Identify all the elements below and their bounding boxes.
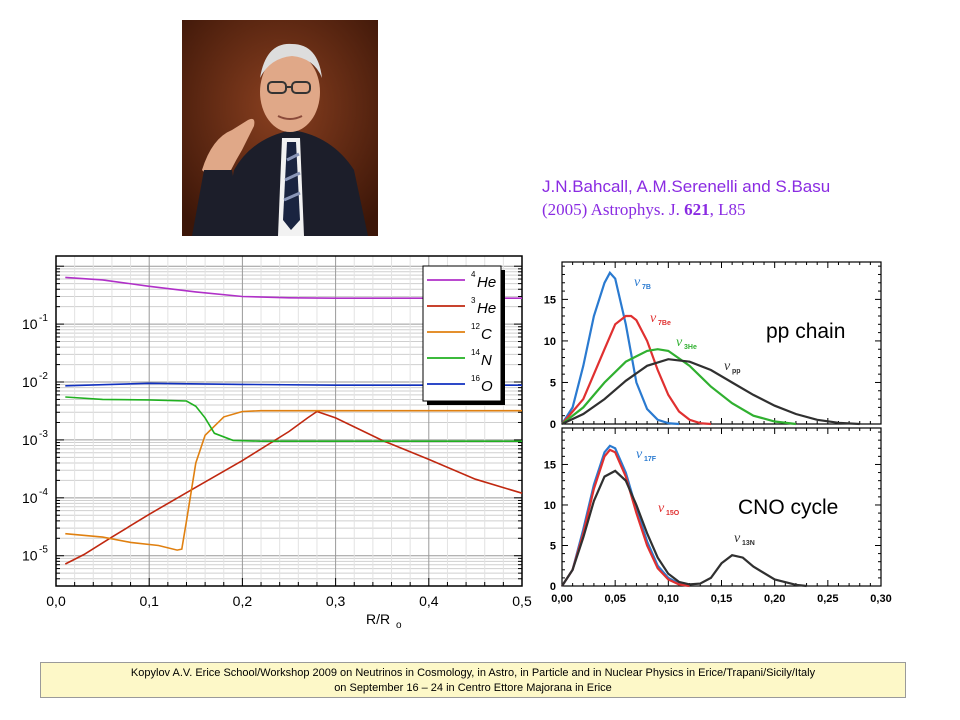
footer-banner: Kopylov A.V. Erice School/Workshop 2009 …: [40, 662, 906, 698]
cno-x-tick-label: 0,00: [551, 593, 572, 605]
pp-series-line: [561, 348, 797, 426]
legend-box: [422, 265, 502, 402]
abundance-plot-frame: [55, 255, 523, 587]
reference-authors: J.N.Bahcall, A.M.Serenelli and S.Basu: [542, 177, 831, 196]
abundance-series-line: [65, 396, 522, 442]
legend-element-label: C: [481, 326, 492, 343]
cno-x-tick-label: 0,10: [658, 593, 679, 605]
portrait-illustration: [182, 20, 378, 236]
cno-x-tick-label: 0,30: [870, 593, 891, 605]
pp-title: pp chain: [766, 320, 845, 343]
legend-mass-number: 4: [471, 270, 476, 279]
footer-line-2: on September 16 – 24 in Centro Ettore Ma…: [334, 682, 612, 694]
cno-x-tick-label: 0,25: [817, 593, 838, 605]
abundance-y-tick-base: 10: [22, 374, 38, 390]
cno-x-tick-label: 0,05: [604, 593, 625, 605]
cno-series-line: [561, 448, 690, 588]
pp-series-label-subscript: 7B: [642, 284, 651, 291]
pp-series-label: ν: [676, 335, 683, 350]
legend-mass-number: 12: [471, 322, 480, 331]
cno-series-label: ν: [636, 447, 643, 462]
abundance-x-tick-label: 0,1: [139, 593, 159, 609]
abundance-y-tick-base: 10: [22, 432, 38, 448]
reference-suffix: , L85: [709, 200, 746, 219]
reference-citation: J.N.Bahcall, A.M.Serenelli and S.Basu (2…: [542, 176, 942, 222]
legend-mass-number: 3: [471, 296, 476, 305]
legend-element-label: He: [477, 300, 496, 317]
pp-series-label-subscript: pp: [732, 368, 741, 375]
reference-journal: (2005) Astrophys. J. 621, L85: [542, 198, 942, 222]
abundance-series-line: [65, 382, 522, 387]
pp-y-tick-label: 15: [544, 294, 556, 306]
abundance-y-tick-base: 10: [22, 548, 38, 564]
legend-mass-number: 14: [471, 348, 480, 357]
legend-mass-number: 16: [471, 374, 480, 383]
abundance-x-tick-label: 0,4: [419, 593, 439, 609]
legend-element-label: He: [477, 274, 496, 291]
pp-series-label: ν: [650, 311, 657, 326]
abundance-series-line: [65, 276, 522, 299]
abundance-y-tick-exponent: -5: [39, 545, 48, 556]
abundance-y-tick-exponent: -1: [39, 313, 48, 324]
cno-x-tick-label: 0,20: [764, 593, 785, 605]
abundance-y-tick-base: 10: [22, 316, 38, 332]
pp-series-label: ν: [724, 359, 731, 374]
pp-series-line: [561, 358, 860, 426]
abundance-x-tick-label: 0,5: [512, 593, 532, 609]
cno-title: CNO cycle: [738, 496, 838, 519]
cno-series-label: ν: [734, 531, 741, 546]
abundance-y-tick-exponent: -4: [39, 487, 48, 498]
pp-y-tick-label: 5: [550, 377, 556, 389]
charts-canvas: 0,0 0,1 0,2 0,3 0,4 0,510-110-210-310-410 -5R/…: [22, 255, 892, 631]
footer-line-1: Kopylov A.V. Erice School/Workshop 2009 …: [130, 667, 816, 679]
pp-series-line: [561, 314, 711, 426]
abundance-series-line: [65, 409, 522, 551]
cno-y-tick-label: 5: [550, 540, 556, 552]
abundance-y-tick-exponent: -3: [39, 429, 48, 440]
pp-plot-frame: [561, 261, 882, 425]
cno-x-tick-label: 0,15: [711, 593, 732, 605]
abundance-y-tick-base: 10: [22, 490, 38, 506]
pp-series-line: [561, 270, 680, 426]
reference-prefix: (2005) Astrophys. J.: [542, 200, 685, 219]
pp-y-tick-label: 0: [550, 419, 556, 431]
cno-series-line: [561, 469, 807, 588]
pp-y-tick-label: 10: [544, 336, 556, 348]
portrait-photo: [182, 20, 378, 236]
cno-series-label-subscript: 17F: [644, 456, 657, 463]
cno-y-tick-label: 0: [550, 581, 556, 593]
pp-series-label: ν: [634, 275, 641, 290]
cno-series-label-subscript: 13N: [742, 540, 755, 547]
cno-y-tick-label: 10: [544, 500, 556, 512]
abundance-chart: 0,0 0,1 0,2 0,3 0,4 0,510-110-210-310-410 -5R/…: [22, 255, 532, 631]
cno-y-tick-label: 15: [544, 459, 556, 471]
abundance-x-axis-label-subscript: o: [396, 620, 402, 631]
abundance-x-axis-label: R/R: [366, 611, 390, 627]
abundance-x-tick-label: 0,2: [233, 593, 253, 609]
cno-series-label-subscript: 15O: [666, 510, 680, 517]
abundance-series-line: [64, 410, 523, 565]
abundance-x-tick-label: 0,0: [46, 593, 66, 609]
cno-series-label: ν: [658, 501, 665, 516]
legend-element-label: O: [481, 378, 493, 395]
pp-series-label-subscript: 3He: [684, 344, 697, 351]
pp-series-label-subscript: 7Be: [658, 320, 671, 327]
abundance-x-tick-label: 0,3: [326, 593, 346, 609]
abundance-y-tick-exponent: -2: [39, 371, 48, 382]
reference-volume: 621: [684, 200, 710, 219]
legend-element-label: N: [481, 352, 492, 369]
